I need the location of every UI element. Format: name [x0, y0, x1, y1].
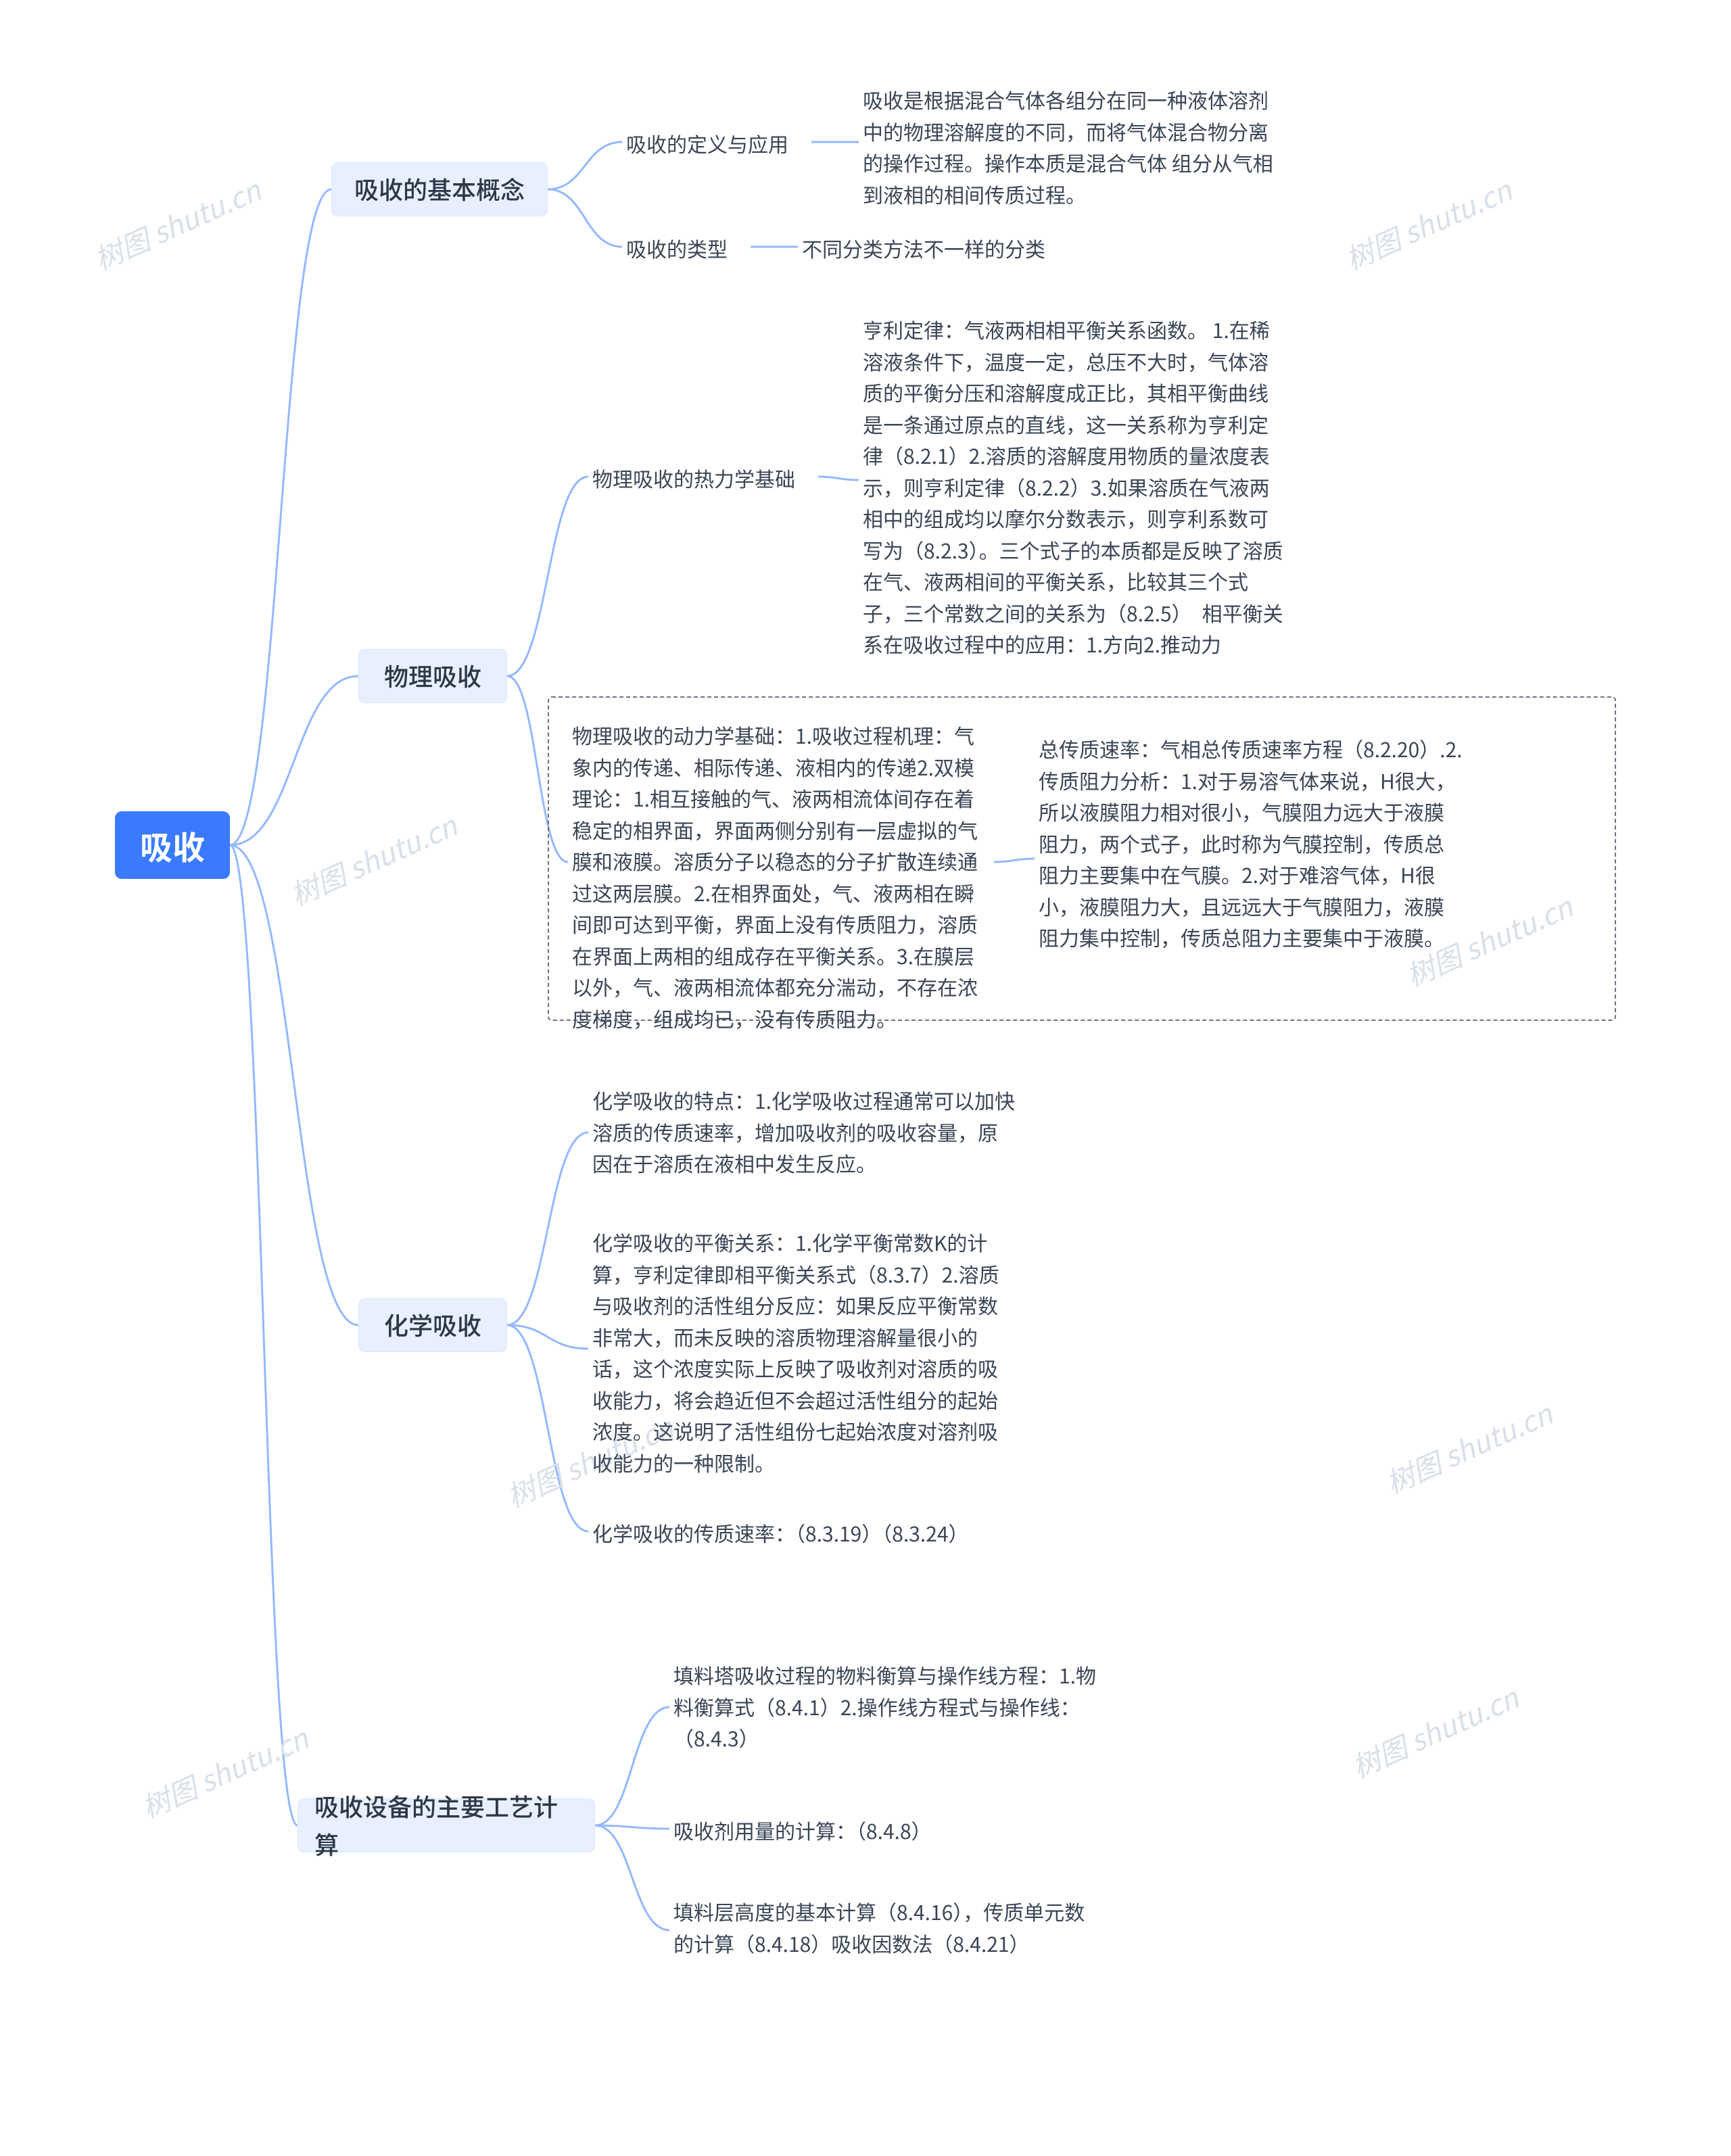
level2-node: 填料层高度的基本计算（8.4.16），传质单元数的计算（8.4.18）吸收因数法… [669, 1893, 1102, 1961]
node-label: 填料层高度的基本计算（8.4.16），传质单元数的计算（8.4.18）吸收因数法… [673, 1896, 1098, 1959]
node-label: 填料塔吸收过程的物料衡算与操作线方程：1.物料衡算式（8.4.1）2.操作线方程… [673, 1659, 1098, 1754]
root-label: 吸收 [140, 820, 205, 870]
leaf-node: 亨利定律：气液两相相平衡关系函数。 1.在稀溶液条件下，温度一定，总压不大时，气… [859, 311, 1291, 663]
watermark: 树图 shutu.cn [1345, 1676, 1525, 1786]
node-label: 化学吸收的平衡关系：1.化学平衡常数K的计算，亨利定律即相平衡关系式（8.3.7… [592, 1226, 1017, 1478]
watermark: 树图 shutu.cn [135, 1717, 314, 1827]
node-label: 物理吸收的热力学基础 [592, 462, 795, 494]
node-label: 化学吸收 [384, 1306, 481, 1344]
level1-node: 化学吸收 [358, 1298, 507, 1352]
level1-node: 吸收的基本概念 [331, 162, 548, 216]
node-label: 化学吸收的传质速率：（8.3.19）（8.3.24） [592, 1517, 969, 1549]
watermark: 树图 shutu.cn [1379, 1392, 1559, 1502]
level1-node: 物理吸收 [358, 649, 507, 703]
root-node: 吸收 [115, 811, 230, 879]
level1-node: 吸收设备的主要工艺计算 [298, 1798, 595, 1852]
level2-node: 吸收剂用量的计算：（8.4.8） [669, 1812, 967, 1849]
leaf-node: 吸收是根据混合气体各组分在同一种液体溶剂中的物理溶解度的不同，而将气体混合物分离… [859, 81, 1291, 212]
level2-node: 化学吸收的特点：1.化学吸收过程通常可以加快溶质的传质速率，增加吸收剂的吸收容量… [588, 1082, 1021, 1182]
watermark: 树图 shutu.cn [87, 168, 267, 279]
watermark: 树图 shutu.cn [283, 804, 463, 914]
watermark: 树图 shutu.cn [1338, 168, 1518, 279]
level2-node: 吸收的定义与应用 [622, 125, 811, 162]
node-label: 化学吸收的特点：1.化学吸收过程通常可以加快溶质的传质速率，增加吸收剂的吸收容量… [592, 1084, 1017, 1179]
level2-node: 物理吸收的动力学基础：1.吸收过程机理：气象内的传递、相际传递、液相内的传递2.… [568, 717, 994, 1036]
node-label: 物理吸收的动力学基础：1.吸收过程机理：气象内的传递、相际传递、液相内的传递2.… [572, 719, 990, 1034]
node-label: 亨利定律：气液两相相平衡关系函数。 1.在稀溶液条件下，温度一定，总压不大时，气… [863, 314, 1287, 660]
node-label: 不同分类方法不一样的分类 [802, 233, 1045, 264]
node-label: 吸收是根据混合气体各组分在同一种液体溶剂中的物理溶解度的不同，而将气体混合物分离… [863, 84, 1287, 210]
node-label: 吸收设备的主要工艺计算 [314, 1788, 578, 1863]
level2-node: 吸收的类型 [622, 230, 751, 267]
node-label: 总传质速率：气相总传质速率方程（8.2.20）.2.传质阻力分析：1.对于易溶气… [1039, 733, 1463, 953]
node-label: 吸收剂用量的计算：（8.4.8） [673, 1815, 932, 1846]
level2-node: 物理吸收的热力学基础 [588, 460, 818, 497]
node-label: 吸收的类型 [626, 233, 728, 264]
node-label: 吸收的定义与应用 [626, 128, 788, 160]
level2-node: 化学吸收的平衡关系：1.化学平衡常数K的计算，亨利定律即相平衡关系式（8.3.7… [588, 1224, 1021, 1481]
level2-node: 化学吸收的传质速率：（8.3.19）（8.3.24） [588, 1514, 980, 1552]
leaf-node: 总传质速率：气相总传质速率方程（8.2.20）.2.传质阻力分析：1.对于易溶气… [1035, 730, 1467, 956]
node-label: 吸收的基本概念 [354, 170, 525, 208]
leaf-node: 不同分类方法不一样的分类 [798, 230, 1082, 267]
node-label: 物理吸收 [384, 657, 481, 695]
level2-node: 填料塔吸收过程的物料衡算与操作线方程：1.物料衡算式（8.4.1）2.操作线方程… [669, 1656, 1102, 1756]
